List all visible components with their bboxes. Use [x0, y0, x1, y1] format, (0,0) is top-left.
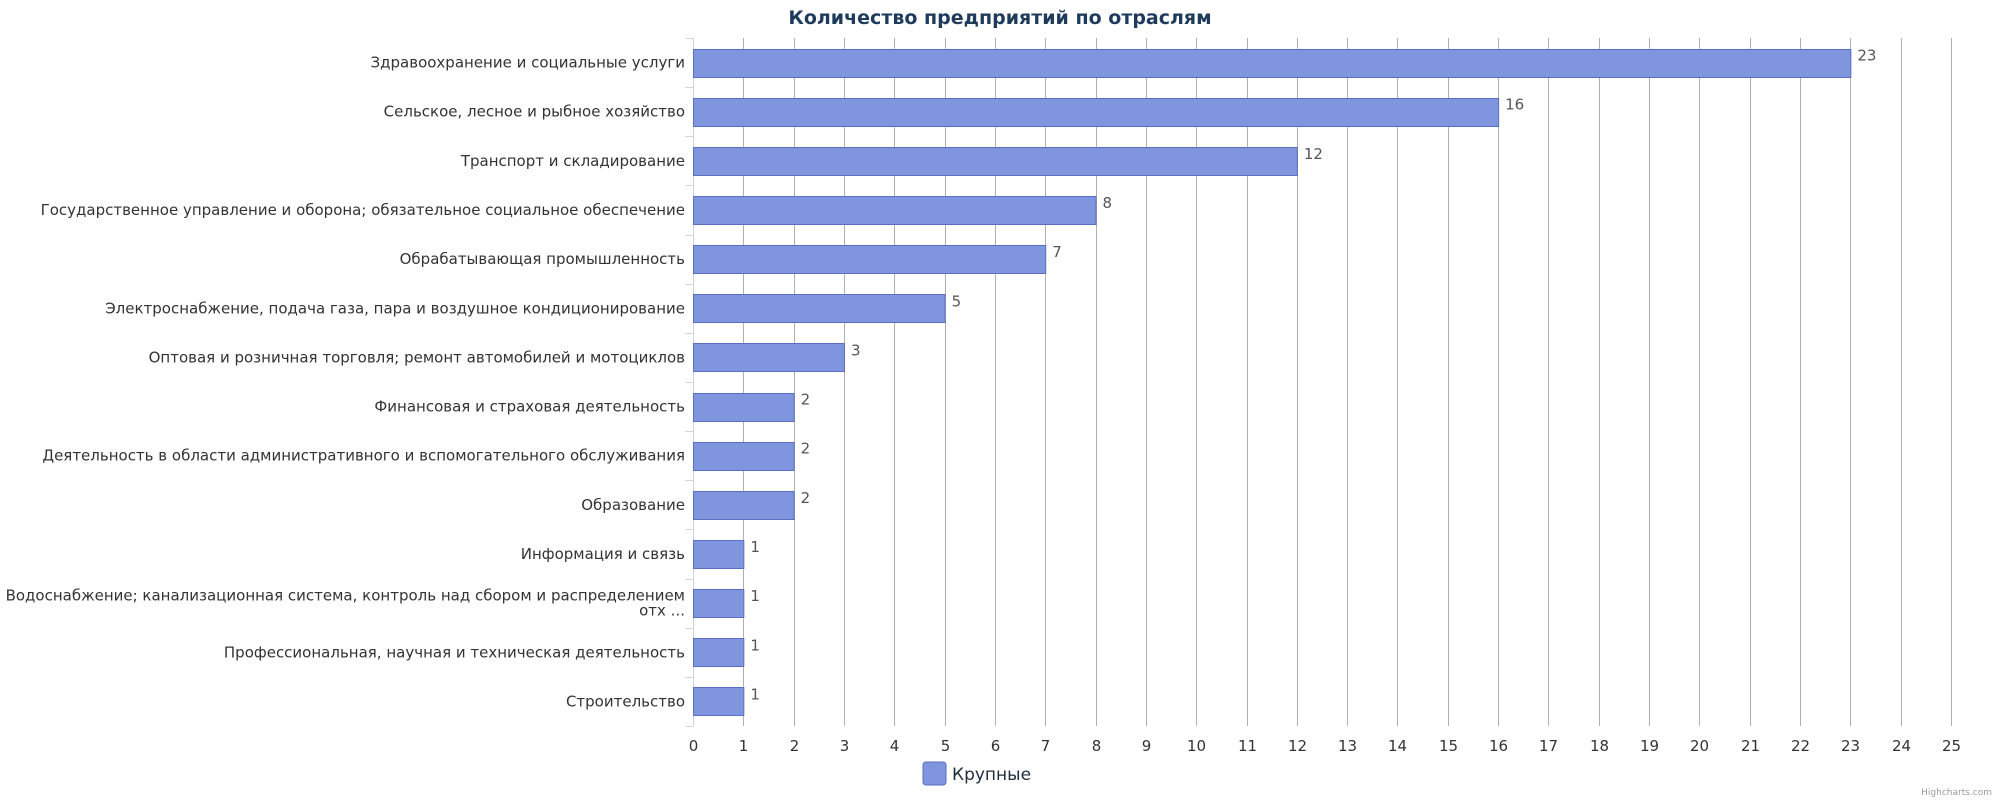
x-tick-label: 9 — [1142, 737, 1152, 755]
category-label: Финансовая и страховая деятельность — [374, 398, 685, 416]
category-label-line: Государственное управление и оборона; об… — [41, 201, 685, 219]
data-label: 3 — [851, 341, 861, 359]
data-label: 2 — [801, 391, 811, 409]
x-tick-label: 20 — [1690, 737, 1709, 755]
category-label: Сельское, лесное и рыбное хозяйство — [384, 103, 685, 121]
x-tick-label: 19 — [1640, 737, 1659, 755]
category-label-line: Финансовая и страховая деятельность — [374, 398, 685, 416]
category-label: Электроснабжение, подача газа, пара и во… — [105, 299, 685, 317]
x-tick-label: 10 — [1187, 737, 1206, 755]
x-tick-label: 25 — [1942, 737, 1961, 755]
x-tick-label: 18 — [1590, 737, 1609, 755]
bar[interactable] — [693, 98, 1500, 127]
axes — [685, 38, 694, 727]
x-tick-label: 8 — [1092, 737, 1102, 755]
category-label: Деятельность в области административного… — [42, 447, 685, 465]
data-label: 1 — [750, 685, 760, 703]
bar[interactable] — [693, 442, 795, 471]
data-label: 8 — [1103, 194, 1113, 212]
x-tick-label: 0 — [689, 737, 699, 755]
category-label-line: отх ... — [639, 602, 685, 620]
bar[interactable] — [693, 393, 795, 422]
x-tick-label: 1 — [739, 737, 749, 755]
bar[interactable] — [693, 638, 745, 667]
category-label: Профессиональная, научная и техническая … — [224, 643, 685, 661]
x-tick-label: 3 — [840, 737, 850, 755]
category-label-line: Оптовая и розничная торговля; ремонт авт… — [149, 348, 685, 366]
category-label: Оптовая и розничная торговля; ремонт авт… — [149, 348, 685, 366]
chart-title: Количество предприятий по отраслям — [788, 7, 1211, 29]
data-labels: 23 16 12 8 7 5 3 2 2 2 1 1 1 1 — [750, 47, 1876, 704]
x-tick-label: 24 — [1892, 737, 1911, 755]
category-label: Водоснабжение; канализационная система, … — [6, 587, 685, 620]
x-tick-label: 14 — [1388, 737, 1407, 755]
grid-lines — [743, 38, 1952, 726]
bar[interactable] — [693, 687, 745, 716]
category-labels: Здравоохранение и социальные услуги Сельс… — [6, 54, 685, 711]
category-label-line: Образование — [581, 496, 685, 514]
category-label: Обрабатывающая промышленность — [400, 250, 685, 268]
x-tick-label: 23 — [1841, 737, 1860, 755]
data-label: 5 — [952, 292, 962, 310]
bar[interactable] — [693, 540, 745, 569]
data-label: 2 — [801, 440, 811, 458]
category-label: Государственное управление и оборона; об… — [41, 201, 685, 219]
category-label-line: Обрабатывающая промышленность — [400, 250, 685, 268]
category-label-line: Информация и связь — [521, 545, 685, 563]
x-tick-label: 7 — [1041, 737, 1051, 755]
data-label: 1 — [750, 538, 760, 556]
bars — [693, 49, 1852, 716]
category-label-line: Здравоохранение и социальные услуги — [371, 54, 685, 72]
legend[interactable]: Крупные — [922, 761, 1031, 786]
category-label-line: Водоснабжение; канализационная система, … — [6, 587, 685, 605]
x-tick-label: 2 — [790, 737, 800, 755]
bar[interactable] — [693, 147, 1298, 176]
category-label-line: Электроснабжение, подача газа, пара и во… — [105, 299, 685, 317]
category-label: Транспорт и складирование — [460, 152, 685, 170]
bar[interactable] — [693, 343, 845, 372]
x-tick-label: 17 — [1539, 737, 1558, 755]
x-tick-label: 12 — [1288, 737, 1307, 755]
bar[interactable] — [693, 49, 1852, 78]
category-label-line: Сельское, лесное и рыбное хозяйство — [384, 103, 685, 121]
x-tick-label: 11 — [1238, 737, 1257, 755]
category-label: Образование — [581, 496, 685, 514]
credits-link[interactable]: Highcharts.com — [1921, 788, 1992, 798]
data-label: 12 — [1304, 145, 1323, 163]
legend-swatch[interactable] — [922, 761, 947, 786]
bar[interactable] — [693, 294, 946, 323]
x-tick-label: 6 — [991, 737, 1001, 755]
bar[interactable] — [693, 589, 745, 618]
category-label: Здравоохранение и социальные услуги — [371, 54, 685, 72]
data-label: 16 — [1505, 96, 1524, 114]
data-label: 7 — [1052, 243, 1062, 261]
bar[interactable] — [693, 245, 1047, 274]
x-axis-tick-labels: 0 1 2 3 4 5 6 7 8 9 10 11 12 13 14 15 16 17 18 19 20 21 22 23 24… — [689, 737, 1961, 755]
category-label-line: Строительство — [566, 692, 685, 710]
data-label: 1 — [750, 587, 760, 605]
data-label: 2 — [801, 489, 811, 507]
data-label: 23 — [1857, 47, 1876, 65]
category-label-line: Профессиональная, научная и техническая … — [224, 643, 685, 661]
bar[interactable] — [693, 196, 1097, 225]
x-tick-label: 16 — [1489, 737, 1508, 755]
bar[interactable] — [693, 491, 795, 520]
category-label: Информация и связь — [521, 545, 685, 563]
x-tick-label: 13 — [1338, 737, 1357, 755]
category-label-line: Деятельность в области административного… — [42, 447, 685, 465]
data-label: 1 — [750, 636, 760, 654]
x-tick-label: 4 — [890, 737, 900, 755]
x-tick-label: 22 — [1791, 737, 1810, 755]
legend-label[interactable]: Крупные — [952, 765, 1031, 785]
x-tick-label: 5 — [941, 737, 951, 755]
x-tick-label: 21 — [1741, 737, 1760, 755]
category-label: Строительство — [566, 692, 685, 710]
category-label-line: Транспорт и складирование — [460, 152, 685, 170]
x-tick-label: 15 — [1439, 737, 1458, 755]
